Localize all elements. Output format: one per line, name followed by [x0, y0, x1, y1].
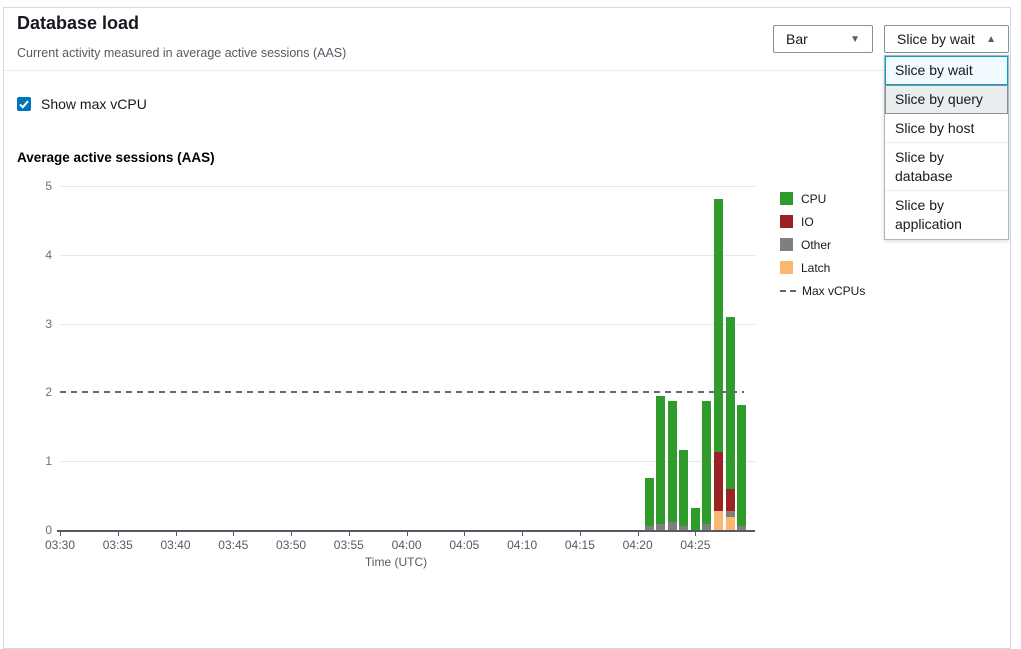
dashed-line-icon	[780, 289, 796, 292]
chart-title: Average active sessions (AAS)	[17, 150, 215, 165]
bar-segment-other-0423[interactable]	[667, 522, 677, 530]
bar-segment-other-0422[interactable]	[656, 523, 666, 530]
legend-label: CPU	[801, 191, 827, 206]
legend-swatch	[780, 215, 793, 228]
chart-type-select[interactable]: Bar ▼	[773, 25, 873, 53]
chevron-up-icon: ▲	[986, 33, 996, 45]
page-title: Database load	[17, 13, 140, 33]
show-max-vcpu-checkbox-row[interactable]: Show max vCPU	[17, 96, 147, 112]
menu-option-slice-by-host[interactable]: Slice by host	[885, 114, 1008, 143]
legend-label: Other	[801, 237, 832, 252]
bar-segment-latch-0427[interactable]	[714, 511, 724, 530]
legend-label: IO	[801, 214, 814, 229]
bar-segment-io-0428[interactable]	[725, 489, 735, 511]
bar-segment-other-0429[interactable]	[737, 525, 747, 530]
bar-segment-cpu-0421[interactable]	[644, 477, 654, 526]
menu-option-slice-by-application[interactable]: Slice by application	[895, 197, 962, 232]
bar-segment-cpu-0423[interactable]	[667, 401, 677, 523]
check-icon	[19, 100, 29, 109]
legend-swatch	[780, 192, 793, 205]
show-max-vcpu-label: Show max vCPU	[41, 96, 147, 112]
bar-segment-cpu-0424[interactable]	[679, 449, 689, 526]
bar-segment-latch-0428[interactable]	[725, 516, 735, 530]
legend-item-max-vcpus: Max vCPUs	[780, 279, 865, 302]
slice-by-select[interactable]: Slice by wait ▲	[884, 25, 1009, 53]
chart-type-select-value: Bar	[786, 31, 808, 47]
legend-swatch	[780, 261, 793, 274]
bar-segment-other-0428[interactable]	[725, 510, 735, 517]
chevron-down-icon: ▼	[850, 33, 860, 45]
bar-segment-other-0426[interactable]	[702, 523, 712, 530]
legend-item-latch: Latch	[780, 256, 865, 279]
legend-label: Max vCPUs	[802, 283, 866, 298]
bar-segment-io-0427[interactable]	[714, 451, 724, 512]
bar-segment-cpu-0427[interactable]	[714, 199, 724, 452]
x-axis-caption: Time (UTC)	[364, 555, 428, 569]
menu-option-slice-by-wait[interactable]: Slice by wait	[885, 56, 1008, 85]
legend-item-other: Other	[780, 233, 865, 256]
bar-segment-cpu-0425[interactable]	[690, 507, 700, 530]
slice-by-dropdown-menu: Slice by wait Slice by query Slice by host…	[884, 55, 1009, 240]
bar-segment-other-0424[interactable]	[679, 525, 689, 530]
page-subtitle: Current activity measured in average act…	[17, 46, 347, 60]
bar-segment-cpu-0429[interactable]	[737, 404, 747, 526]
slice-by-select-value: Slice by wait	[897, 31, 975, 47]
legend-item-io: IO	[780, 210, 865, 233]
bar-segment-cpu-0422[interactable]	[656, 395, 666, 524]
header-divider	[4, 70, 1009, 71]
show-max-vcpu-checkbox[interactable]	[17, 97, 31, 111]
bar-segment-other-0421[interactable]	[644, 525, 654, 530]
menu-option-slice-by-query[interactable]: Slice by query	[885, 85, 1008, 114]
legend-item-cpu: CPU	[780, 187, 865, 210]
chart-legend: CPU IO Other Latch Max vCPUs	[780, 187, 865, 302]
legend-label: Latch	[801, 260, 831, 275]
bar-segment-cpu-0426[interactable]	[702, 401, 712, 524]
legend-swatch	[780, 238, 793, 251]
database-load-panel	[3, 7, 1011, 649]
bar-segment-cpu-0428[interactable]	[725, 317, 735, 490]
menu-option-slice-by-database[interactable]: Slice by database	[885, 143, 1008, 191]
